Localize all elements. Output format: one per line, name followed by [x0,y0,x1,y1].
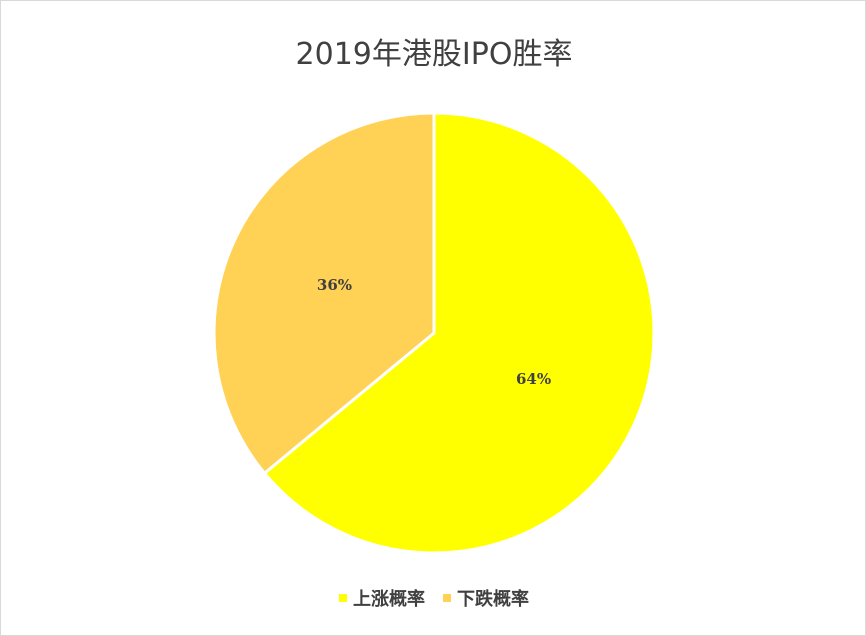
legend-swatch-up [339,594,347,602]
slice-data-label-1: 36% [317,276,352,294]
legend: 上涨概率 下跌概率 [1,585,865,611]
legend-item-up[interactable]: 上涨概率 [339,585,425,611]
pie-slice-1[interactable] [212,111,436,476]
pie-slice-0[interactable] [262,111,656,555]
legend-label-up: 上涨概率 [353,589,425,610]
legend-label-down: 下跌概率 [457,589,529,610]
legend-swatch-down [443,594,451,602]
legend-item-down[interactable]: 下跌概率 [443,585,529,611]
chart-title: 2019年港股IPO胜率 [295,37,573,72]
slice-data-label-0: 64% [516,370,551,388]
